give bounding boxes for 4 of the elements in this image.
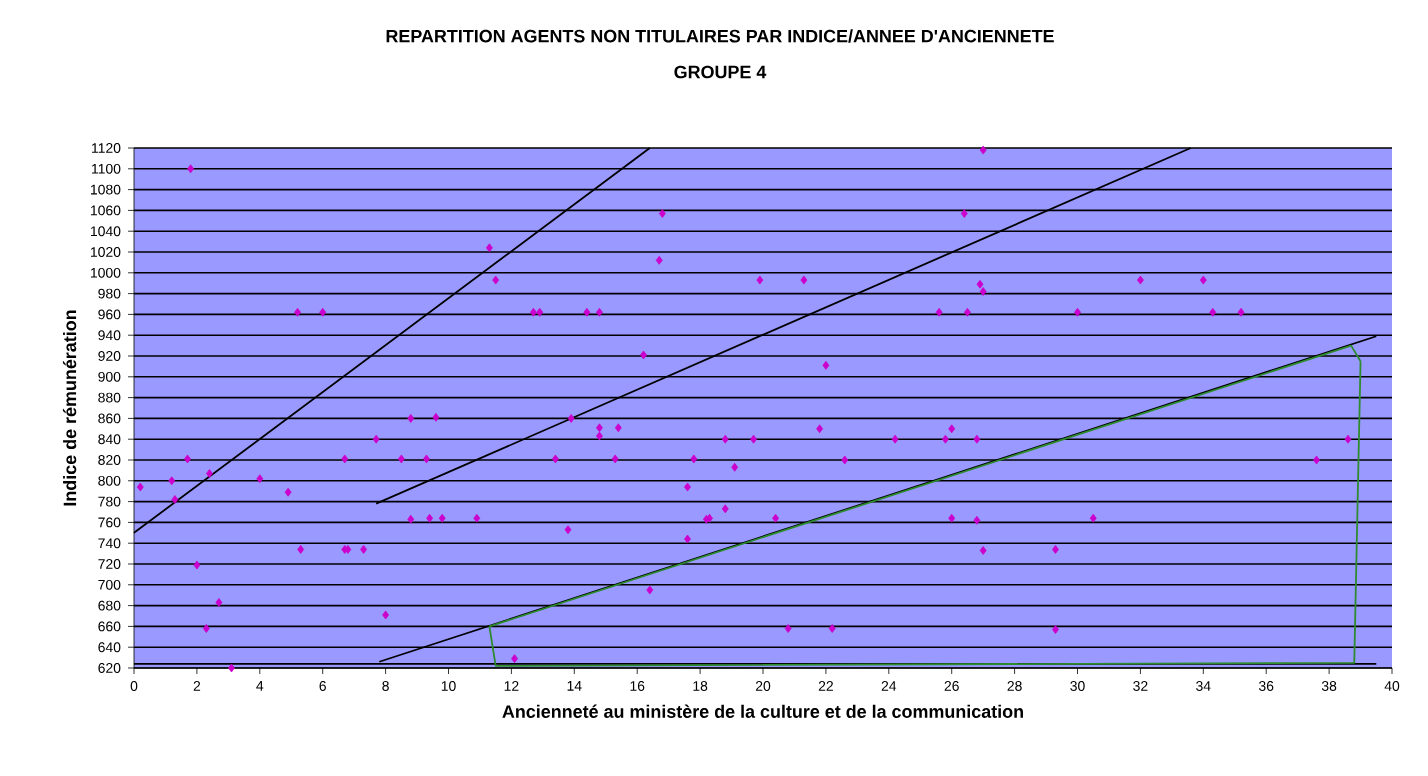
y-axis-title: Indice de rémunération <box>62 310 77 506</box>
chart-title: REPARTITION AGENTS NON TITULAIRES PAR INDICE/ANNEE D'ANCIENNETE <box>386 29 1054 43</box>
chart-subtitle: GROUPE 4 <box>674 65 767 79</box>
x-axis-title: Ancienneté au ministère de la culture et de la communication <box>502 704 1023 718</box>
